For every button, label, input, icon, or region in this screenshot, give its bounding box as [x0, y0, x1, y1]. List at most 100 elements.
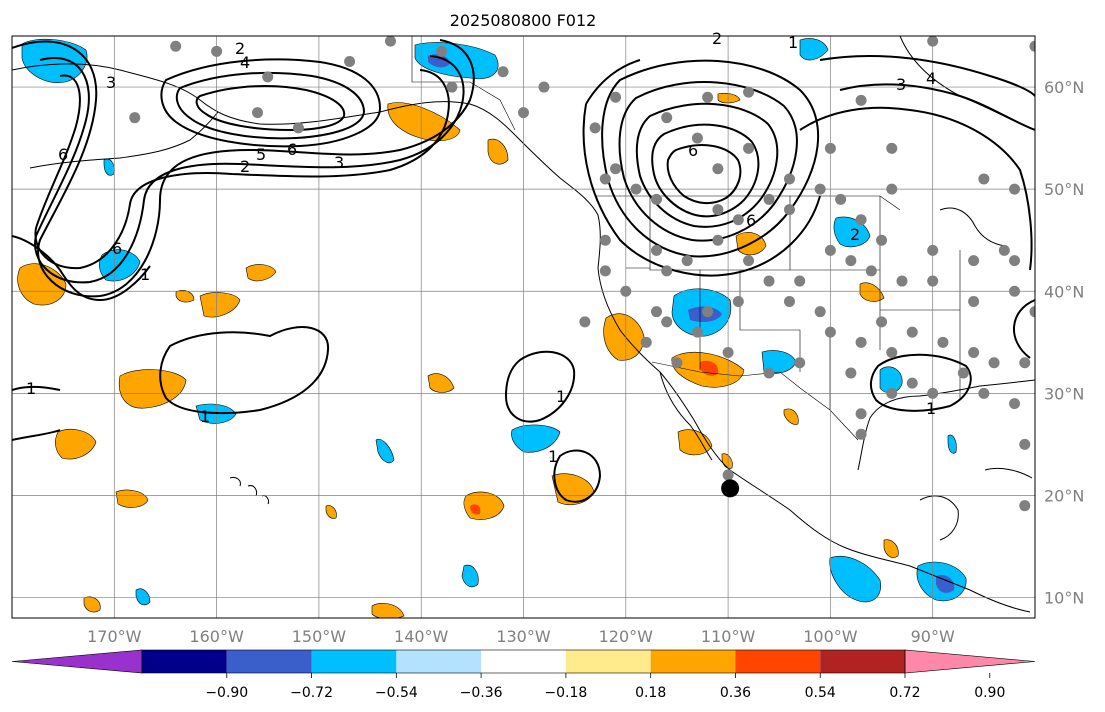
contour-line	[195, 85, 346, 132]
graticule	[12, 36, 1035, 618]
positive-anomaly-blob	[115, 489, 149, 508]
latitude-tick-label: 20°N	[1044, 486, 1084, 505]
longitude-tick-label: 130°W	[496, 627, 551, 646]
colorbar-segment	[396, 650, 482, 673]
station-dot	[876, 234, 888, 246]
station-dot	[211, 45, 223, 57]
station-dot	[599, 173, 611, 185]
negative-anomaly-blob	[414, 42, 499, 80]
station-dot	[702, 91, 714, 103]
positive-anomaly-blob	[118, 369, 187, 409]
contour-label: 1	[548, 447, 558, 466]
station-dot	[712, 204, 724, 216]
contour-line	[553, 449, 602, 503]
contour-label: 6	[287, 140, 297, 159]
positive-anomaly-blob	[783, 408, 799, 425]
positive-anomaly-blob	[55, 429, 97, 460]
contour-line	[34, 55, 465, 284]
contour-line	[34, 69, 450, 270]
station-dot	[385, 36, 397, 47]
station-dot	[732, 295, 744, 307]
station-dot	[835, 193, 847, 205]
colorbar-tick-label: 0.36	[720, 685, 751, 701]
station-dot	[957, 367, 969, 379]
contour-label: 5	[256, 145, 266, 164]
station-dot	[783, 204, 795, 216]
contour-label: 1	[926, 399, 936, 418]
colorbar-tick-label: −0.90	[205, 685, 248, 701]
positive-anomaly-blob	[325, 505, 337, 519]
alaska-canada-border	[411, 36, 516, 131]
station-dot	[1009, 285, 1021, 297]
station-dot	[968, 295, 980, 307]
station-dot	[1009, 183, 1021, 195]
latitude-tick-label: 30°N	[1044, 384, 1084, 403]
positive-anomaly-blob	[175, 290, 195, 303]
station-dot	[129, 112, 141, 124]
station-dot	[610, 163, 622, 175]
station-dot	[886, 183, 898, 195]
station-dot	[814, 306, 826, 318]
contour-label: 2	[235, 39, 245, 58]
station-dot	[518, 107, 529, 119]
colorbar	[11, 649, 1036, 674]
station-dot	[978, 173, 990, 185]
great-lakes-outline	[939, 207, 1006, 247]
station-dot	[732, 214, 744, 226]
station-dot	[1029, 306, 1035, 318]
negative-anomaly-blob	[947, 434, 957, 454]
negative-anomaly-blob	[135, 588, 151, 606]
station-dot	[927, 36, 939, 47]
station-dot	[886, 142, 898, 154]
station-dot	[599, 265, 611, 277]
longitude-labels: 170°W 160°W 150°W 140°W 130°W 120°W 110°W 100°W…	[87, 627, 955, 646]
contour-line	[651, 123, 760, 218]
station-dot	[906, 377, 918, 389]
positive-anomaly-blob	[883, 539, 899, 558]
station-dot	[824, 326, 836, 338]
colorbar-tick-label: −0.18	[544, 685, 587, 701]
station-dot	[1009, 255, 1021, 267]
station-dot	[436, 45, 448, 57]
station-dot	[589, 122, 601, 134]
station-dot	[691, 132, 703, 144]
contour-label: 4	[240, 53, 250, 72]
north-america-west-coast	[514, 134, 1031, 613]
contour-line	[819, 55, 1035, 97]
negative-anomaly-blob	[375, 438, 395, 464]
longitude-tick-label: 120°W	[599, 627, 654, 646]
latitude-tick-label: 60°N	[1044, 78, 1084, 97]
strong-positive-anomaly-core	[700, 360, 719, 376]
negative-anomaly-blob	[879, 366, 903, 394]
station-dot	[1009, 398, 1021, 410]
station-dot	[845, 367, 857, 379]
longitude-tick-label: 170°W	[87, 627, 142, 646]
station-dot	[906, 326, 918, 338]
contour-label: 6	[112, 239, 122, 258]
negative-anomaly-blob	[21, 38, 88, 83]
station-dot	[599, 234, 611, 246]
contour-label: 6	[688, 141, 698, 160]
station-dot	[855, 408, 867, 420]
station-dot	[671, 357, 683, 369]
station-dot	[886, 347, 898, 359]
station-dot	[650, 193, 662, 205]
strong-positive-anomaly-core	[470, 504, 481, 515]
station-dot	[896, 275, 908, 287]
contours	[12, 39, 1035, 503]
contour-line	[12, 429, 61, 441]
station-dot	[845, 255, 857, 267]
colorbar-segment	[735, 650, 821, 673]
latitude-tick-label: 50°N	[1044, 180, 1084, 199]
latitude-tick-label: 10°N	[1044, 589, 1084, 608]
colorbar-segment	[226, 650, 312, 673]
colorbar-upper-extend	[904, 649, 1036, 674]
contour-label: 4	[926, 69, 936, 88]
contour-line	[635, 102, 779, 228]
station-dot	[712, 234, 724, 246]
station-dot	[743, 142, 755, 154]
contour-label: 3	[896, 75, 906, 94]
station-dot	[998, 244, 1010, 256]
station-dot	[988, 357, 1000, 369]
station-dot	[927, 244, 939, 256]
